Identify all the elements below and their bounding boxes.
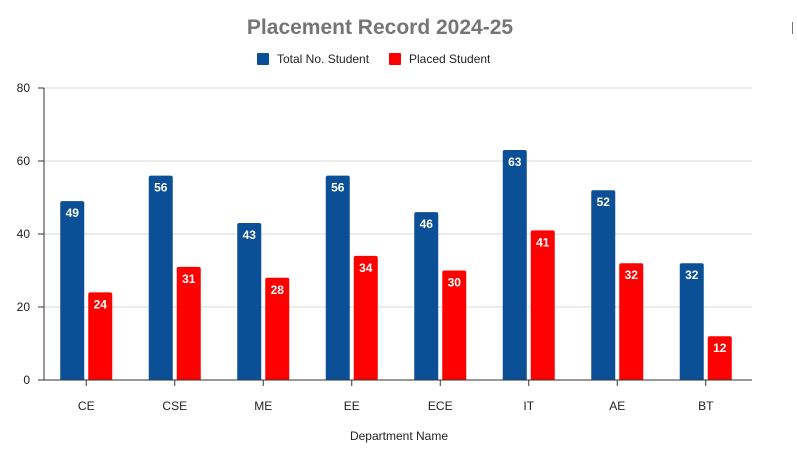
bar-ce-placed: [88, 292, 113, 380]
x-tick-label-ae: AE: [609, 399, 625, 413]
x-tick-label-ce: CE: [78, 399, 95, 413]
data-label-ece-placed: 30: [448, 276, 462, 290]
data-label-bt-total: 32: [685, 268, 699, 282]
bar-ce-total: [60, 201, 85, 380]
data-label-ce-total: 49: [66, 206, 80, 220]
legend: Total No. Student Placed Student: [257, 52, 491, 66]
window-edge: [792, 22, 793, 34]
legend-label-total: Total No. Student: [277, 52, 370, 66]
legend-label-placed: Placed Student: [409, 52, 491, 66]
data-label-me-placed: 28: [271, 283, 285, 297]
y-tick-label: 40: [17, 227, 31, 241]
bar-bt-total: [679, 263, 704, 380]
bar-it-total: [502, 150, 527, 380]
x-tick-label-ece: ECE: [428, 399, 453, 413]
y-axis-ticks: 0 20 40 60 80: [17, 81, 44, 387]
bar-it-placed: [530, 230, 555, 380]
bar-me-placed: [265, 277, 290, 380]
bar-ece-placed: [442, 270, 467, 380]
x-tick-label-cse: CSE: [162, 399, 187, 413]
bar-ee-placed: [353, 255, 378, 380]
data-label-bt-placed: 12: [713, 341, 727, 355]
bar-ee-total: [325, 175, 350, 380]
x-tick-label-bt: BT: [698, 399, 714, 413]
data-label-cse-total: 56: [154, 181, 168, 195]
data-label-ee-total: 56: [331, 181, 345, 195]
bars: 49 24 56 31 43 28 56 34 46 30 63 41 52 32 32 12: [60, 150, 732, 380]
data-label-ce-placed: 24: [94, 297, 108, 311]
chart-title: Placement Record 2024-25: [247, 16, 513, 39]
legend-swatch-placed: [389, 53, 401, 65]
y-tick-label: 20: [17, 300, 31, 314]
x-tick-label-me: ME: [254, 399, 272, 413]
x-tick-label-it: IT: [523, 399, 534, 413]
y-tick-label: 80: [17, 81, 31, 95]
data-label-ae-total: 52: [597, 195, 611, 209]
bar-cse-total: [148, 175, 173, 380]
y-tick-label: 0: [23, 373, 30, 387]
data-label-ae-placed: 32: [625, 268, 639, 282]
data-label-it-total: 63: [508, 155, 522, 169]
legend-swatch-total: [257, 53, 269, 65]
data-label-cse-placed: 31: [182, 272, 196, 286]
data-label-ee-placed: 34: [359, 261, 373, 275]
x-tick-label-ee: EE: [344, 399, 360, 413]
bar-ece-total: [414, 212, 439, 380]
bar-ae-total: [591, 190, 616, 380]
data-label-ece-total: 46: [420, 217, 434, 231]
bar-cse-placed: [176, 266, 201, 380]
bar-me-total: [237, 223, 262, 380]
data-label-it-placed: 41: [536, 235, 550, 249]
data-label-me-total: 43: [243, 228, 257, 242]
bar-bt-placed: [707, 336, 732, 380]
x-axis-title: Department Name: [350, 429, 448, 443]
bar-ae-placed: [619, 263, 644, 380]
y-tick-label: 60: [17, 154, 31, 168]
x-axis-ticks: CE CSE ME EE ECE IT AE BT: [78, 380, 714, 413]
